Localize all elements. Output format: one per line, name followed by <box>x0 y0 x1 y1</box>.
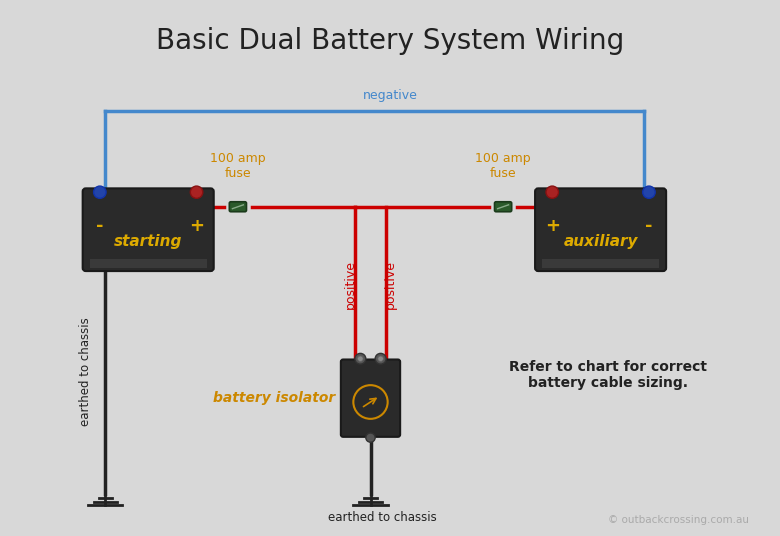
Text: earthed to chassis: earthed to chassis <box>80 317 92 426</box>
Circle shape <box>378 356 384 361</box>
Circle shape <box>546 186 558 198</box>
Text: auxiliary: auxiliary <box>563 234 638 249</box>
Text: starting: starting <box>114 234 183 249</box>
Bar <box>542 259 659 268</box>
FancyBboxPatch shape <box>341 360 400 437</box>
Text: -: - <box>96 217 104 235</box>
Text: Basic Dual Battery System Wiring: Basic Dual Battery System Wiring <box>156 27 624 55</box>
Text: © outbackcrossing.com.au: © outbackcrossing.com.au <box>608 515 749 525</box>
Circle shape <box>190 186 203 198</box>
Text: 100 amp
fuse: 100 amp fuse <box>475 152 531 180</box>
FancyBboxPatch shape <box>83 188 214 271</box>
Text: Refer to chart for correct
battery cable sizing.: Refer to chart for correct battery cable… <box>509 360 707 390</box>
FancyBboxPatch shape <box>495 202 512 212</box>
FancyBboxPatch shape <box>535 188 666 271</box>
Text: -: - <box>645 217 653 235</box>
Circle shape <box>357 356 363 361</box>
Circle shape <box>375 353 386 364</box>
Text: negative: negative <box>363 89 417 102</box>
Text: 100 amp
fuse: 100 amp fuse <box>210 152 266 180</box>
Text: +: + <box>189 217 204 235</box>
Text: +: + <box>544 217 560 235</box>
Text: earthed to chassis: earthed to chassis <box>328 511 437 525</box>
Circle shape <box>355 353 366 364</box>
Text: battery isolator: battery isolator <box>213 391 335 405</box>
Text: positive: positive <box>385 260 397 309</box>
Circle shape <box>366 433 375 442</box>
Text: positive: positive <box>344 260 356 309</box>
Circle shape <box>643 186 655 198</box>
FancyBboxPatch shape <box>229 202 246 212</box>
Circle shape <box>94 186 106 198</box>
Bar <box>90 259 207 268</box>
